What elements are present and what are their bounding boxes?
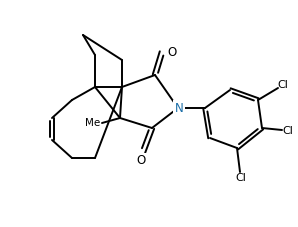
Text: O: O xyxy=(167,45,176,59)
Text: Cl: Cl xyxy=(278,80,288,90)
Text: Cl: Cl xyxy=(235,173,246,183)
Text: N: N xyxy=(175,101,183,114)
Text: Me: Me xyxy=(85,118,100,128)
Text: O: O xyxy=(136,154,146,167)
Text: Cl: Cl xyxy=(283,126,294,136)
